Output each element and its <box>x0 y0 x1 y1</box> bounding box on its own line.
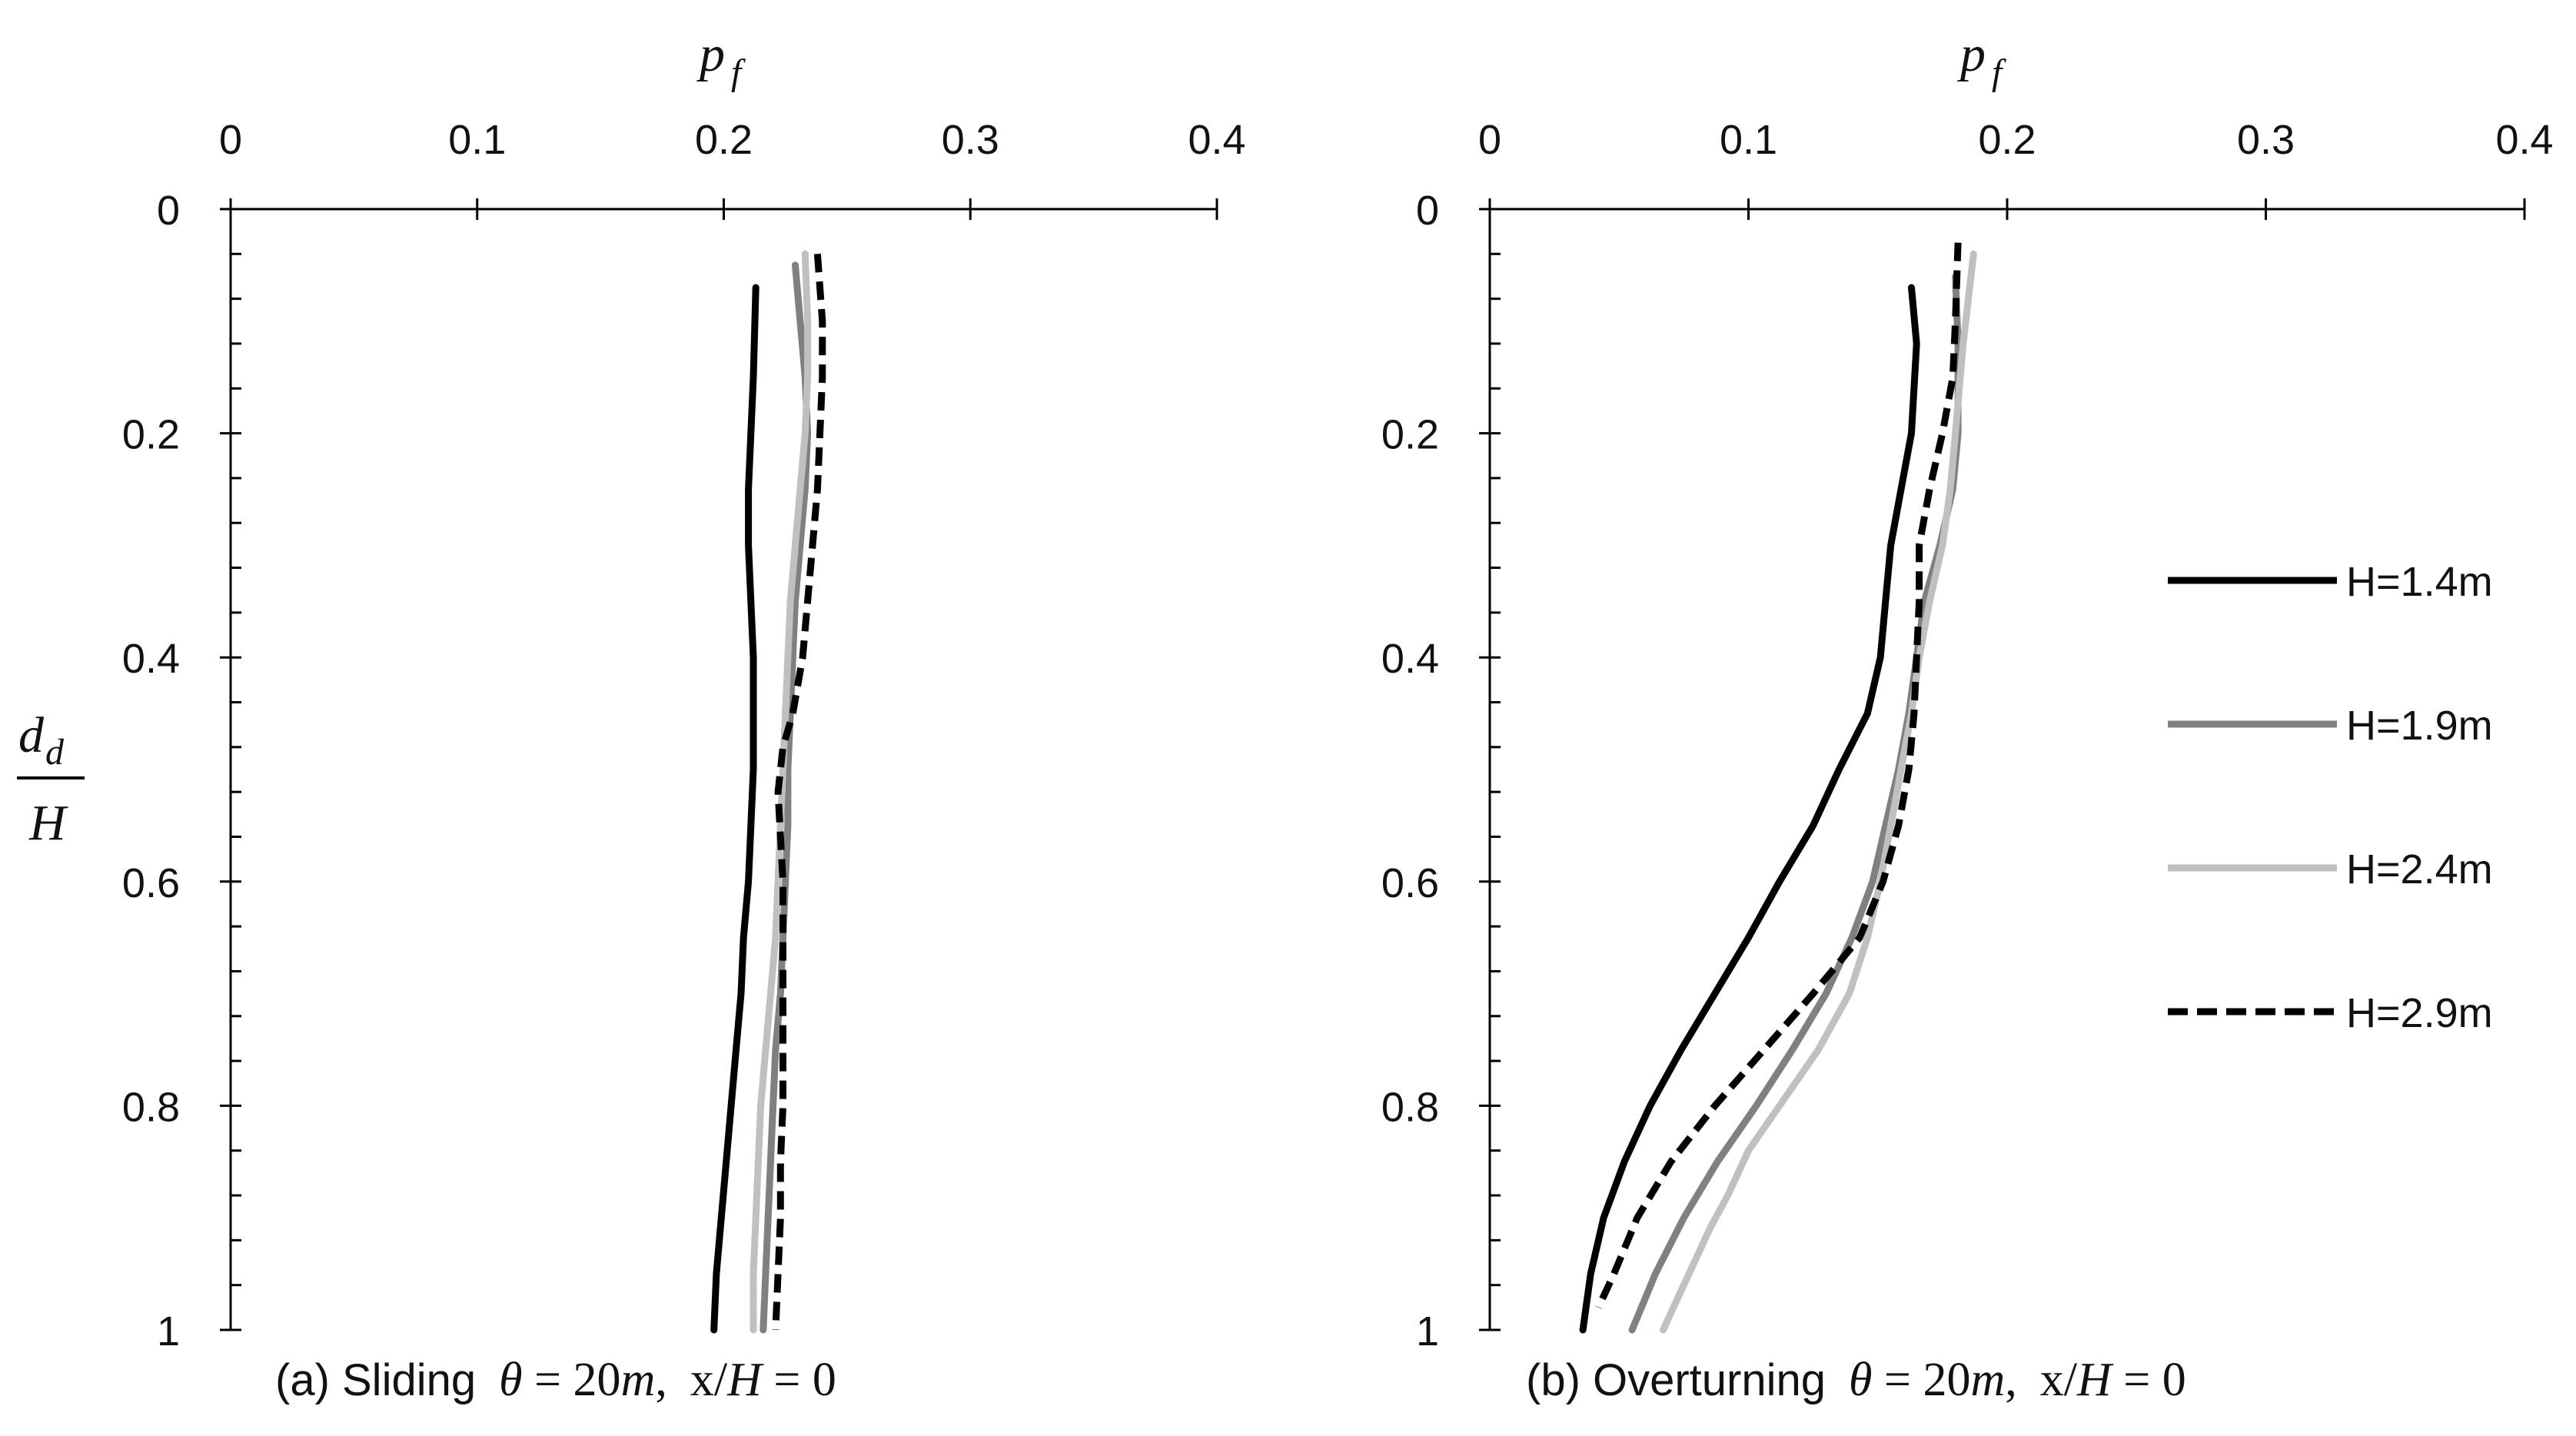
legend-entry-h24: H=2.4m <box>2168 846 2493 893</box>
panel-b-y-tick-label: 0.8 <box>1381 1084 1439 1130</box>
panel-a-series-line-h19m <box>760 261 812 1334</box>
legend-label-h24: H=2.4m <box>2346 846 2493 893</box>
panel-b-y-tick-label: 1 <box>1416 1308 1439 1355</box>
legend-entry-h14: H=1.4m <box>2168 559 2493 605</box>
panel-a-x-tick-label: 0.1 <box>448 117 506 163</box>
panel-a-axes <box>220 198 1218 1331</box>
panel-b-x-tick-label: 0.4 <box>2495 117 2553 163</box>
panel-b-y-tick-label: 0.6 <box>1381 860 1439 906</box>
panel-b-x-tick-label: 0.1 <box>1720 117 1777 163</box>
panel-a-x-tick-label: 0.3 <box>942 117 999 163</box>
legend: H=1.4m H=1.9m H=2.4m H=2.9m <box>2168 559 2493 1036</box>
y-axis-title: dd H <box>17 707 85 851</box>
panel-b-axes <box>1479 198 2526 1331</box>
panel-a-y-tick-label: 0.6 <box>122 860 180 906</box>
panel-a-y-tick-label: 1 <box>157 1308 180 1355</box>
panel-a-series-group <box>710 250 826 1334</box>
panel-a-y-tick-label: 0.4 <box>122 636 180 682</box>
legend-label-h29: H=2.9m <box>2346 990 2493 1036</box>
panel-a-y-tick-label: 0 <box>157 188 180 234</box>
panel-b-tick-labels: 0 0.1 0.2 0.3 0.4 0 0.2 0.4 0.6 0.8 1 <box>1381 117 2554 1355</box>
panel-a-x-label-sub: f <box>731 52 746 93</box>
panel-a-y-tick-label: 0.8 <box>122 1084 180 1130</box>
panel-b-caption: (b) Overturning θ = 20m, x/H = 0 <box>1526 1354 2186 1406</box>
panel-b-x-tick-label: 0.3 <box>2237 117 2295 163</box>
panel-a-series-line-h29m <box>772 253 826 1331</box>
panel-a-series-line-h14m <box>710 284 760 1334</box>
panel-b-y-tick-label: 0 <box>1416 188 1439 234</box>
panel-b-series-group <box>1579 242 1977 1334</box>
panel-b-x-tick-label: 0.2 <box>1978 117 2036 163</box>
panel-a-x-label-main: p <box>696 26 725 82</box>
panel-a-caption: (a) Sliding θ = 20m, x/H = 0 <box>275 1354 836 1406</box>
panel-a-y-tick-label: 0.2 <box>122 412 180 458</box>
panel-a-tick-labels: 0 0.1 0.2 0.3 0.4 0 0.2 0.4 0.6 0.8 1 <box>122 117 1246 1355</box>
legend-entry-h29: H=2.9m <box>2168 990 2493 1036</box>
y-axis-label-numerator: dd <box>18 707 65 773</box>
y-axis-label-denominator: H <box>28 795 68 851</box>
panel-a-x-tick-label: 0.4 <box>1188 117 1245 163</box>
panel-b-series-line-h29m <box>1595 242 1962 1309</box>
panel-b-series-line-h14m <box>1579 284 1920 1334</box>
panel-b-x-label-main: p <box>1957 26 1986 82</box>
legend-label-h19: H=1.9m <box>2346 703 2493 749</box>
legend-label-h14: H=1.4m <box>2346 559 2493 605</box>
panel-b-y-tick-label: 0.2 <box>1381 412 1439 458</box>
panel-a-series-line-h24m <box>750 250 812 1334</box>
panel-a-x-tick-label: 0 <box>219 117 242 163</box>
panel-b-x-tick-label: 0 <box>1478 117 1501 163</box>
panel-b-x-label-sub: f <box>1992 52 2006 93</box>
legend-entry-h19: H=1.9m <box>2168 703 2493 749</box>
panel-b-y-tick-label: 0.4 <box>1381 636 1439 682</box>
panel-a-x-tick-label: 0.2 <box>695 117 753 163</box>
